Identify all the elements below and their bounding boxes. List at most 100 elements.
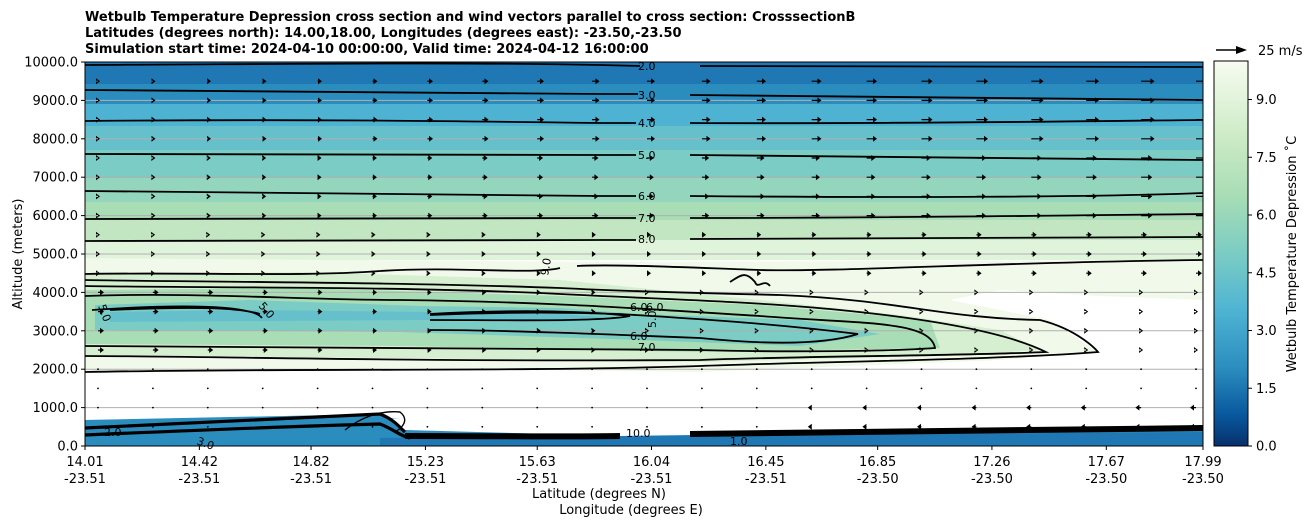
wind-vector [921, 155, 931, 161]
wind-vector [647, 212, 654, 219]
wind-vector [206, 174, 211, 181]
wind-vector [865, 387, 868, 390]
wind-vector [976, 174, 987, 181]
wind-vector [427, 135, 433, 142]
contour-label-4: 4.0 [638, 117, 656, 130]
contour-line-5 [85, 152, 1203, 161]
contour-label-7: 7.0 [638, 212, 656, 225]
wind-vector [261, 270, 266, 277]
wind-vector [1031, 155, 1042, 161]
wind-vector [1031, 174, 1042, 181]
y-axis: 0.0 1000.0 2000.0 3000.0 4000.0 5000.0 6000.0 7… [24, 56, 85, 455]
chart-title-line-3: Simulation start time: 2024-04-10 00:00:… [85, 42, 649, 57]
wind-vector [427, 97, 433, 104]
wind-vector [96, 270, 100, 277]
wind-vector [811, 135, 822, 142]
wind-vector [261, 406, 264, 409]
wind-vector [152, 387, 154, 390]
wind-vector [971, 404, 977, 411]
wind-vector [592, 212, 599, 219]
wind-vector [427, 308, 432, 315]
wind-vector [921, 231, 927, 238]
wind-vector [701, 270, 707, 277]
wind-vector [1140, 368, 1142, 371]
wind-vector [592, 135, 600, 142]
wind-vector [207, 308, 214, 315]
wind-vector [151, 155, 156, 161]
wind-vector [756, 116, 766, 123]
wind-vector [862, 423, 867, 430]
wind-vector [1195, 368, 1197, 371]
wind-vector [207, 347, 214, 353]
wind-vector [921, 97, 933, 104]
x-tick-label-lat: 16.45 [747, 455, 784, 470]
wind-vector [1141, 174, 1153, 181]
wind-vector [427, 116, 433, 123]
wind-vector [592, 155, 599, 161]
wind-vector [206, 406, 209, 409]
wind-vector [206, 212, 211, 219]
wind-vector [96, 251, 100, 257]
wind-vector [317, 174, 322, 181]
wind-vector [919, 327, 924, 334]
wind-vector [97, 406, 99, 409]
x-tick-label-lat: 14.01 [66, 455, 103, 470]
wind-vector [645, 327, 649, 334]
wind-vector [1190, 404, 1196, 411]
wind-vector [809, 347, 814, 353]
wind-vector [1141, 231, 1147, 238]
wind-vector [701, 368, 703, 371]
wind-vector [98, 289, 104, 296]
wind-vector [976, 135, 988, 142]
contour-label-mid-6b: 6.0 [646, 301, 664, 314]
wind-vector [537, 116, 544, 123]
contour-line-surface-a [85, 412, 407, 434]
wind-vector [1031, 97, 1044, 104]
wind-vector [1135, 423, 1142, 430]
x-axis-label-longitude: Longitude (degrees E) [559, 503, 703, 518]
wind-vector [427, 212, 433, 219]
quiver-key-arrow-icon [1236, 46, 1247, 54]
wind-vector [919, 308, 924, 315]
wind-vector [1029, 289, 1034, 296]
wind-vector [917, 404, 922, 411]
wind-vector [1031, 251, 1037, 257]
wind-vector [426, 406, 429, 409]
wind-vector [647, 135, 655, 142]
wind-vector [1196, 195, 1203, 197]
wind-vector [974, 308, 979, 315]
contour-line-7 [85, 213, 1203, 220]
wind-vector [811, 78, 822, 85]
wind-vector [206, 425, 209, 428]
wind-vector [372, 116, 378, 123]
wind-vector [537, 212, 544, 219]
wind-vector [976, 97, 988, 104]
wind-vector [1196, 80, 1203, 82]
wind-vector [647, 231, 651, 238]
x-tick-label-lon: -23.50 [857, 472, 899, 487]
wind-vector [262, 116, 267, 123]
wind-vector [371, 368, 374, 371]
wind-vector [262, 174, 267, 181]
wind-vector [317, 97, 322, 104]
wind-vector [426, 387, 429, 390]
wind-vector [1029, 347, 1034, 353]
contour-label-mid-6a: 6.0 [630, 301, 648, 314]
wind-vector [1141, 135, 1155, 142]
wind-vector [371, 231, 376, 238]
wind-vector [1086, 251, 1092, 257]
wind-vector [316, 368, 319, 371]
wind-vector [756, 135, 766, 142]
wind-vector [537, 78, 544, 85]
wind-vector [261, 251, 266, 257]
wind-vector [96, 155, 100, 161]
chart-title-line-1: Wetbulb Temperature Depression cross sec… [85, 10, 855, 25]
x-tick-label-lat: 14.42 [181, 455, 218, 470]
wind-vector [536, 327, 541, 334]
x-tick-label-lon: -23.51 [178, 472, 220, 487]
wind-vector [372, 308, 377, 315]
contour-label-mid-5a: 5.0 [95, 303, 113, 324]
x-tick-label-lon: -23.51 [64, 472, 106, 487]
wind-vector [427, 327, 432, 334]
